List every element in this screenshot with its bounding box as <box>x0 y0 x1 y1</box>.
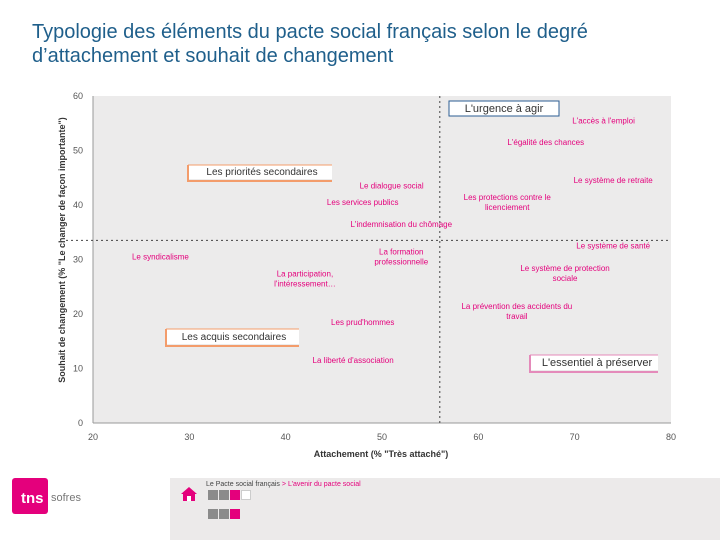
x-tick-label: 40 <box>281 432 291 442</box>
category-box: L'essentiel à préserver <box>529 354 658 373</box>
y-tick-label: 0 <box>78 418 83 428</box>
point-label: Les services publics <box>327 198 399 207</box>
x-tick-label: 70 <box>570 432 580 442</box>
category-label: L'urgence à agir <box>465 103 544 115</box>
y-tick-label: 40 <box>73 200 83 210</box>
breadcrumb-main[interactable]: Le Pacte social français <box>206 481 280 488</box>
point-label: Les prud'hommes <box>331 318 394 327</box>
y-tick-label: 30 <box>73 255 83 265</box>
nav-square[interactable] <box>219 509 229 519</box>
y-axis-label: Souhait de changement (% "Le changer de … <box>57 117 67 383</box>
nav-square-active[interactable] <box>230 509 240 519</box>
category-box: L'urgence à agir <box>448 100 560 117</box>
nav-square[interactable] <box>208 509 218 519</box>
tns-logo: tns <box>12 478 48 514</box>
point-label: Le syndicalisme <box>132 253 189 262</box>
x-tick-label: 60 <box>473 432 483 442</box>
category-label: Les acquis secondaires <box>182 332 287 343</box>
point-label: L'accès à l'emploi <box>572 116 635 125</box>
point-label: Le système de retraite <box>574 176 654 185</box>
point-label: L'indemnisation du chômage <box>350 220 452 229</box>
category-label: Les priorités secondaires <box>206 167 317 178</box>
y-tick-label: 20 <box>73 309 83 319</box>
point-label: La prévention des accidents du travail <box>461 302 572 321</box>
x-tick-label: 20 <box>88 432 98 442</box>
page-title: Typologie des éléments du pacte social f… <box>32 21 588 67</box>
logo-subtext: sofres <box>51 492 81 504</box>
breadcrumb-arrow: > <box>281 481 286 488</box>
y-tick-label: 60 <box>73 91 83 101</box>
nav-square[interactable] <box>241 490 251 500</box>
logo-text: tns <box>21 490 44 507</box>
y-tick-label: 10 <box>73 364 83 374</box>
point-label: Le dialogue social <box>360 182 424 191</box>
point-label: L'égalité des chances <box>507 138 584 147</box>
breadcrumb-sub[interactable]: L’avenir du pacte social <box>287 481 361 488</box>
x-tick-label: 50 <box>377 432 387 442</box>
x-axis-label: Attachement (% "Très attaché") <box>314 449 449 459</box>
x-tick-label: 30 <box>184 432 194 442</box>
nav-square-active[interactable] <box>230 490 240 500</box>
x-tick-label: 80 <box>666 432 676 442</box>
point-label: Le système de santé <box>576 242 650 251</box>
home-icon[interactable] <box>180 486 198 502</box>
typology-chart: 20 30 40 50 60 70 80 0 10 20 30 40 50 60 L'urgence à … <box>57 91 676 459</box>
breadcrumb: Le Pacte social français > L’avenir du p… <box>206 481 361 488</box>
point-label: La formation professionnelle <box>374 248 428 267</box>
nav-square[interactable] <box>208 490 218 500</box>
footer-panel <box>170 478 720 540</box>
nav-square[interactable] <box>219 490 229 500</box>
point-label: La liberté d'association <box>313 356 394 365</box>
category-box: Les priorités secondaires <box>187 164 332 182</box>
point-label: Le système de protection sociale <box>520 264 609 283</box>
y-tick-label: 50 <box>73 146 83 156</box>
point-label: Les protections contre le licenciement <box>464 193 552 212</box>
category-box: Les acquis secondaires <box>165 328 299 347</box>
category-label: L'essentiel à préserver <box>542 357 653 369</box>
point-label: La participation, l'intéressement… <box>274 269 336 288</box>
